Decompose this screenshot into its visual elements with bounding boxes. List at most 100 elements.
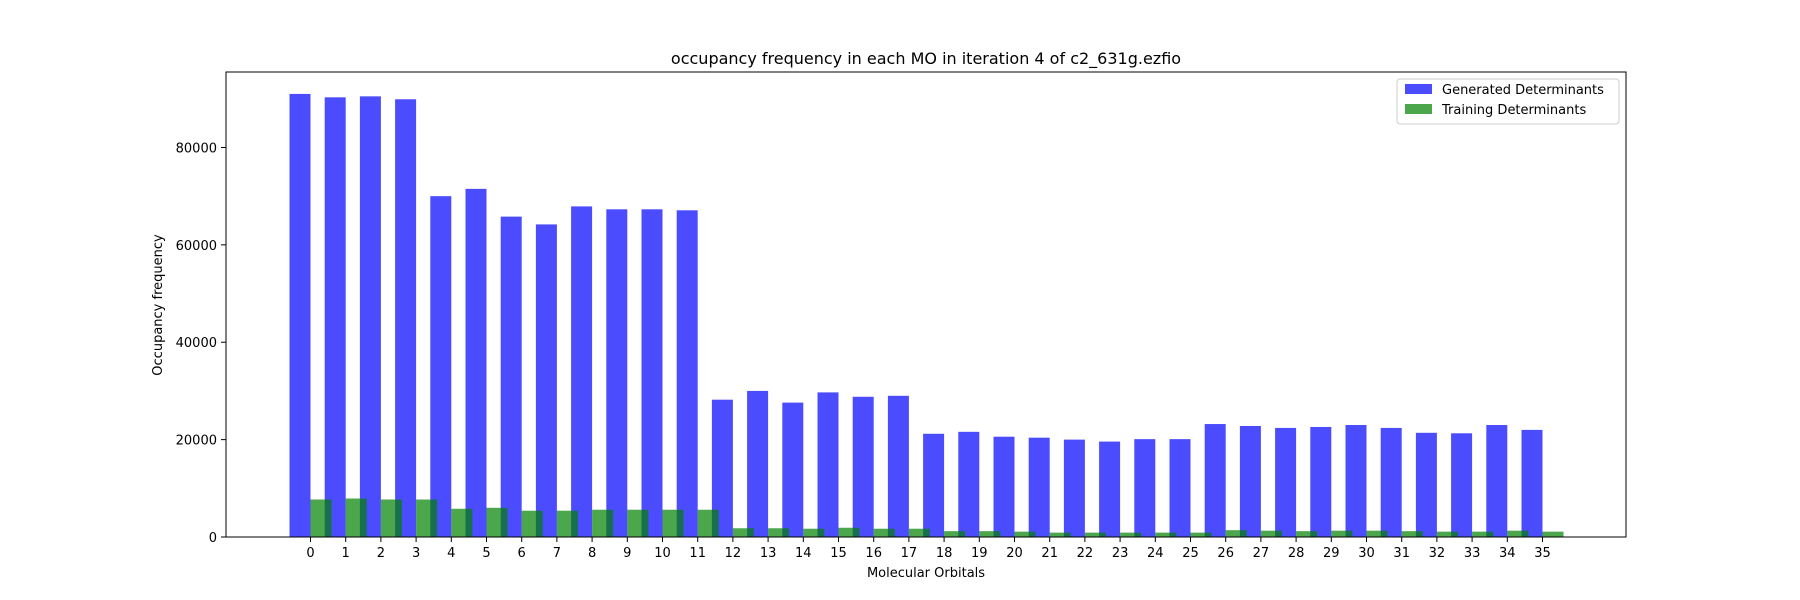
y-tick-label: 40000 — [176, 336, 217, 351]
bar-series-1-30 — [1366, 530, 1388, 537]
bar-series-1-0 — [310, 499, 332, 537]
x-tick-label: 15 — [830, 546, 847, 561]
x-tick-label: 25 — [1182, 546, 1199, 561]
bar-series-0-3 — [395, 99, 417, 538]
bar-series-0-5 — [465, 188, 487, 538]
bar-series-1-20 — [1014, 531, 1036, 537]
bar-series-0-21 — [1028, 437, 1050, 537]
bar-series-0-11 — [676, 210, 698, 537]
bar-series-0-31 — [1380, 427, 1402, 537]
bar-series-1-10 — [662, 509, 684, 537]
bar-series-1-6 — [521, 510, 543, 537]
bar-series-1-23 — [1120, 532, 1142, 537]
bar-series-1-18 — [944, 531, 966, 537]
bar-series-0-9 — [606, 209, 628, 537]
x-tick-label: 6 — [518, 546, 526, 561]
bar-series-0-30 — [1345, 425, 1367, 537]
bar-series-0-19 — [958, 431, 980, 537]
bar-series-1-11 — [697, 509, 719, 537]
x-tick-label: 3 — [412, 546, 420, 561]
x-tick-label: 29 — [1323, 546, 1340, 561]
x-tick-label: 11 — [689, 546, 706, 561]
bar-series-0-13 — [747, 390, 769, 537]
bar-series-0-1 — [324, 97, 346, 537]
bar-series-1-21 — [1049, 532, 1071, 537]
x-tick-label: 4 — [447, 546, 455, 561]
x-tick-label: 30 — [1358, 546, 1375, 561]
bar-series-1-14 — [803, 528, 825, 537]
bar-series-0-4 — [430, 196, 452, 537]
bar-series-0-35 — [1521, 429, 1543, 537]
bar-series-0-26 — [1204, 424, 1226, 537]
bar-series-0-25 — [1169, 439, 1191, 537]
bars-layer — [289, 93, 1564, 538]
x-tick-label: 23 — [1112, 546, 1129, 561]
bar-series-0-22 — [1063, 439, 1085, 537]
x-tick-label: 2 — [377, 546, 385, 561]
bar-series-1-13 — [768, 528, 790, 537]
bar-series-0-2 — [359, 96, 381, 537]
bar-series-0-15 — [817, 392, 839, 537]
bar-series-0-24 — [1134, 439, 1156, 537]
x-tick-label: 9 — [623, 546, 631, 561]
x-tick-label: 8 — [588, 546, 596, 561]
legend-swatch-1 — [1405, 104, 1432, 114]
bar-series-1-28 — [1296, 531, 1318, 537]
y-axis-label: Occupancy frequency — [151, 234, 166, 376]
legend-swatch-0 — [1405, 84, 1432, 94]
x-tick-label: 10 — [654, 546, 671, 561]
x-tick-label: 20 — [1006, 546, 1023, 561]
chart-title: occupancy frequency in each MO in iterat… — [671, 49, 1181, 69]
x-tick-label: 26 — [1217, 546, 1234, 561]
bar-series-0-14 — [782, 402, 804, 537]
bar-series-0-6 — [500, 216, 522, 538]
bar-series-1-19 — [979, 531, 1001, 537]
bar-series-0-16 — [852, 396, 874, 537]
bar-series-1-26 — [1225, 530, 1247, 537]
x-tick-label: 32 — [1429, 546, 1446, 561]
y-tick-label: 0 — [209, 531, 217, 546]
bar-series-1-17 — [908, 528, 930, 537]
x-tick-label: 24 — [1147, 546, 1164, 561]
bar-series-1-33 — [1472, 531, 1494, 537]
bar-series-0-17 — [887, 395, 909, 537]
bar-series-1-35 — [1542, 531, 1564, 537]
bar-series-0-10 — [641, 209, 663, 537]
x-tick-label: 1 — [342, 546, 350, 561]
bar-series-0-8 — [571, 206, 593, 537]
y-tick-label: 60000 — [176, 239, 217, 254]
x-tick-label: 31 — [1393, 546, 1410, 561]
bar-series-0-0 — [289, 93, 311, 537]
bar-series-1-15 — [838, 527, 860, 537]
x-tick-label: 7 — [553, 546, 561, 561]
bar-series-1-8 — [592, 509, 614, 537]
x-tick-label: 19 — [971, 546, 988, 561]
legend-label-1: Training Determinants — [1441, 103, 1586, 118]
bar-series-0-7 — [535, 224, 557, 537]
bar-series-0-32 — [1415, 432, 1437, 537]
bar-series-0-34 — [1486, 425, 1508, 537]
bar-series-1-1 — [345, 498, 367, 537]
legend: Generated Determinants Training Determina… — [1396, 78, 1620, 125]
x-tick-label: 16 — [865, 546, 882, 561]
bar-series-0-27 — [1239, 425, 1261, 537]
bar-series-1-4 — [451, 508, 473, 537]
y-tick-label: 80000 — [176, 141, 217, 156]
bar-series-0-20 — [993, 436, 1015, 537]
legend-label-0: Generated Determinants — [1442, 83, 1604, 98]
bar-series-1-25 — [1190, 532, 1212, 537]
x-tick-label: 12 — [725, 546, 742, 561]
x-tick-label: 13 — [760, 546, 777, 561]
bar-series-0-29 — [1310, 426, 1332, 537]
x-tick-label: 33 — [1464, 546, 1481, 561]
bar-series-0-33 — [1451, 433, 1473, 537]
bar-series-1-2 — [380, 499, 402, 537]
bar-series-1-34 — [1507, 530, 1529, 537]
bar-series-1-7 — [556, 510, 578, 537]
x-tick-label: 34 — [1499, 546, 1516, 561]
y-tick-label: 20000 — [176, 434, 217, 449]
x-tick-label: 21 — [1041, 546, 1058, 561]
x-tick-label: 35 — [1534, 546, 1551, 561]
x-tick-label: 28 — [1288, 546, 1305, 561]
